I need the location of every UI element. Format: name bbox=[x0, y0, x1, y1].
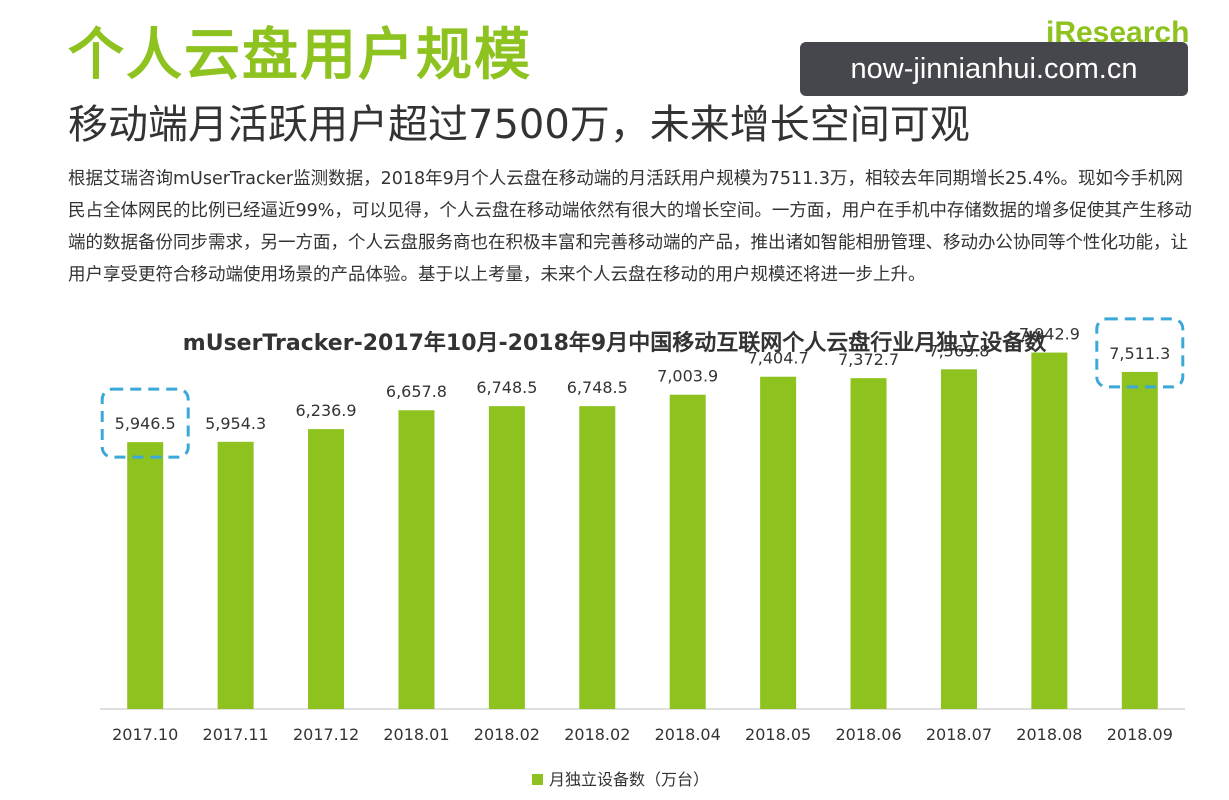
bar bbox=[669, 394, 706, 709]
bar bbox=[579, 406, 616, 709]
x-tick-label: 2018.09 bbox=[1107, 725, 1173, 744]
data-label: 6,748.5 bbox=[476, 378, 537, 397]
data-label: 7,372.7 bbox=[838, 350, 899, 369]
bar bbox=[940, 369, 977, 709]
x-tick-label: 2017.12 bbox=[293, 725, 359, 744]
watermark-badge: now-jinnianhui.com.cn bbox=[800, 42, 1188, 96]
data-label: 7,003.9 bbox=[657, 367, 718, 386]
bar bbox=[127, 442, 164, 709]
x-tick-label: 2018.02 bbox=[564, 725, 630, 744]
legend-swatch bbox=[532, 774, 543, 785]
data-label: 7,942.9 bbox=[1019, 325, 1080, 344]
bar bbox=[398, 410, 435, 709]
bar bbox=[308, 429, 345, 709]
data-label: 5,946.5 bbox=[115, 414, 176, 433]
bar bbox=[488, 406, 525, 709]
legend-label: 月独立设备数（万台） bbox=[549, 770, 710, 789]
bar bbox=[760, 376, 797, 709]
data-label: 7,511.3 bbox=[1109, 344, 1170, 363]
x-tick-label: 2018.01 bbox=[383, 725, 449, 744]
data-label: 6,657.8 bbox=[386, 382, 447, 401]
data-label: 5,954.3 bbox=[205, 414, 266, 433]
chart-legend: 月独立设备数（万台） bbox=[532, 766, 709, 790]
bar bbox=[1121, 371, 1158, 709]
data-label: 7,569.8 bbox=[928, 341, 989, 360]
chart-title: mUserTracker-2017年10月-2018年9月中国移动互联网个人云盘… bbox=[182, 331, 1047, 356]
bar bbox=[1031, 352, 1068, 709]
x-tick-label: 2018.04 bbox=[655, 725, 721, 744]
bar bbox=[850, 378, 887, 709]
bar bbox=[217, 441, 254, 709]
data-label: 6,236.9 bbox=[296, 401, 357, 420]
x-tick-label: 2018.06 bbox=[835, 725, 901, 744]
page-title: 个人云盘用户规模 bbox=[68, 23, 532, 88]
x-tick-label: 2018.05 bbox=[745, 725, 811, 744]
x-tick-label: 2017.11 bbox=[203, 725, 269, 744]
x-tick-label: 2018.08 bbox=[1016, 725, 1082, 744]
data-label: 7,404.7 bbox=[748, 349, 809, 368]
description-paragraph: 根据艾瑞咨询mUserTracker监测数据，2018年9月个人云盘在移动端的月… bbox=[68, 169, 1192, 285]
x-tick-label: 2018.02 bbox=[474, 725, 540, 744]
x-tick-label: 2017.10 bbox=[112, 725, 178, 744]
page-subtitle: 移动端月活跃用户超过7500万，未来增长空间可观 bbox=[68, 102, 970, 148]
data-label: 6,748.5 bbox=[567, 378, 628, 397]
x-tick-label: 2018.07 bbox=[926, 725, 992, 744]
